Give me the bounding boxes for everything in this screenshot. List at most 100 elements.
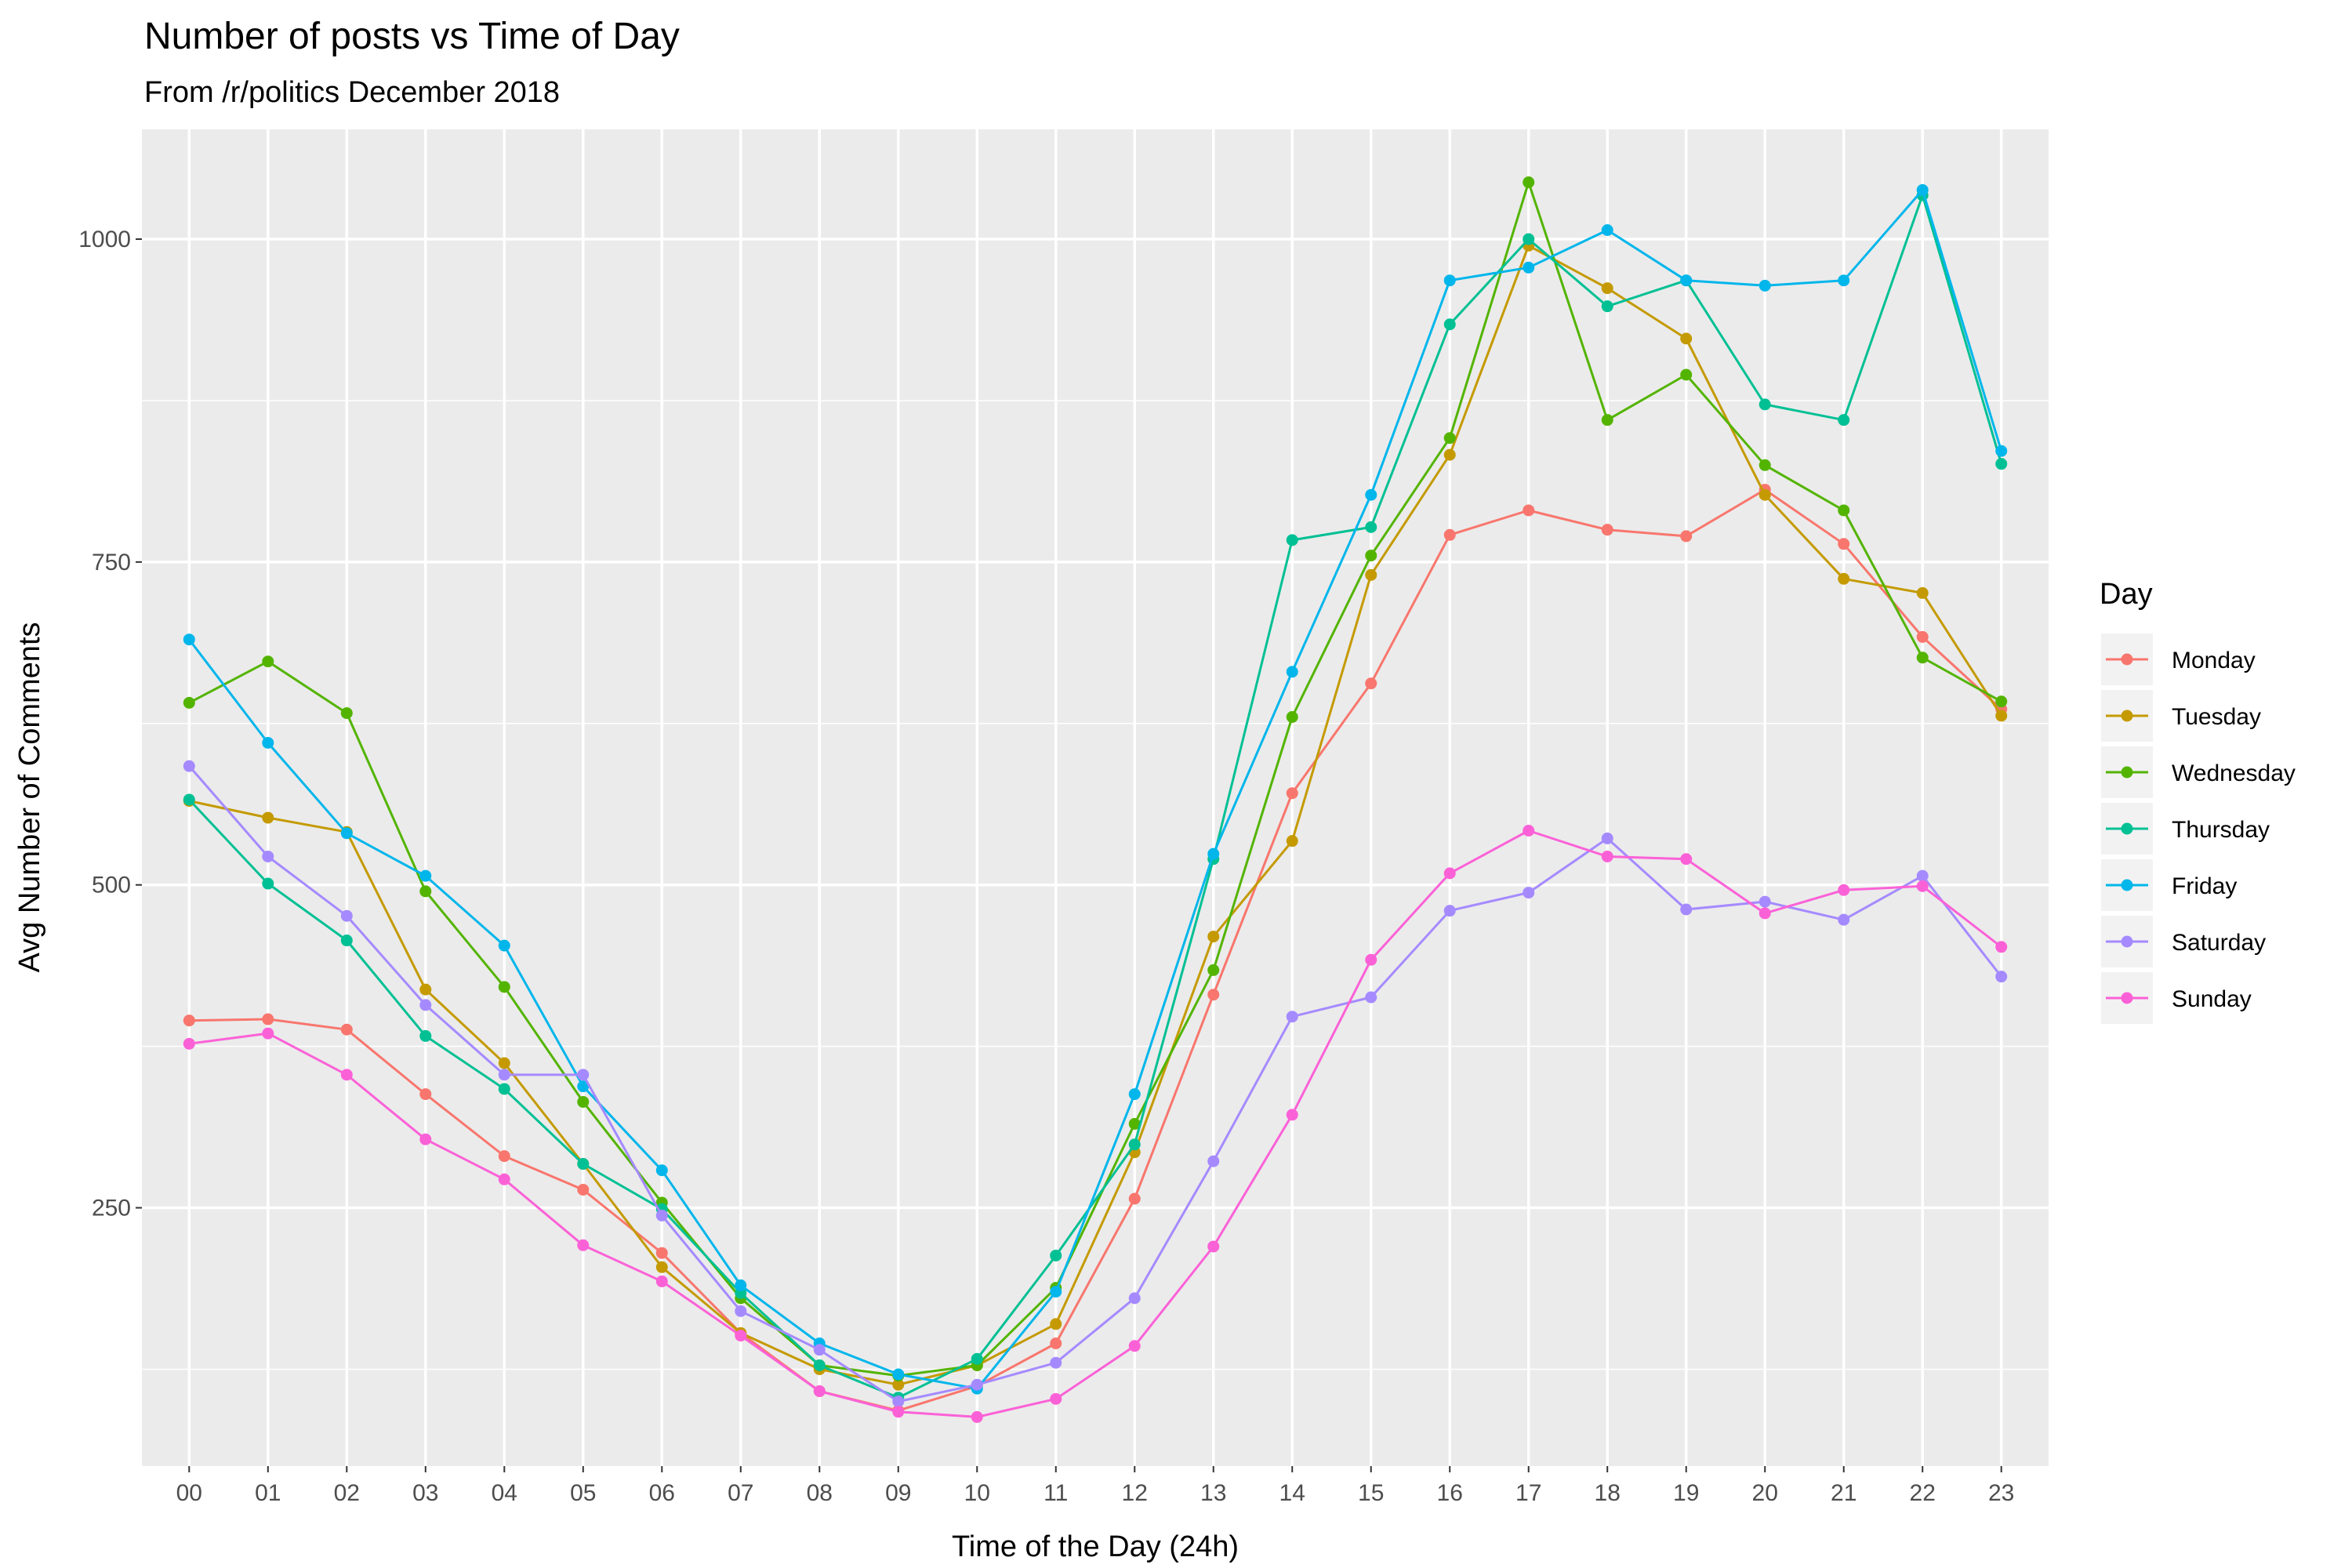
data-point-thursday — [498, 1083, 510, 1095]
legend-label-friday: Friday — [2172, 873, 2237, 899]
legend-key-point — [2121, 822, 2133, 835]
legend: Day Monday Tuesday Wednesday Thursday Friday… — [2100, 578, 2296, 1024]
series-line-sunday — [189, 829, 2002, 1418]
data-point-sunday — [1050, 1392, 1062, 1405]
legend-key-point — [2121, 879, 2133, 891]
data-point-wednesday — [1365, 550, 1377, 562]
data-point-sunday — [577, 1239, 590, 1251]
data-point-thursday — [1995, 458, 2008, 470]
data-point-tuesday — [419, 983, 432, 996]
x-tick-label: 20 — [1752, 1480, 1778, 1506]
legend-label-tuesday: Tuesday — [2172, 704, 2261, 730]
legend-label-saturday: Saturday — [2172, 930, 2266, 956]
x-tick-label: 21 — [1831, 1480, 1857, 1506]
data-point-sunday — [1365, 953, 1377, 966]
data-point-saturday — [340, 909, 353, 922]
data-point-wednesday — [1759, 459, 1771, 471]
data-point-saturday — [813, 1344, 826, 1356]
data-point-saturday — [1443, 905, 1456, 917]
data-point-saturday — [1838, 913, 1850, 926]
data-point-wednesday — [1916, 652, 1929, 664]
data-point-friday — [1286, 666, 1298, 678]
data-point-saturday — [262, 850, 274, 862]
data-point-tuesday — [1050, 1318, 1062, 1330]
legend-title: Day — [2100, 578, 2153, 611]
data-point-friday — [1759, 279, 1771, 292]
data-point-monday — [1050, 1338, 1062, 1350]
data-point-thursday — [1128, 1138, 1141, 1151]
data-point-monday — [1286, 787, 1298, 800]
x-tick-label: 00 — [176, 1480, 202, 1506]
plot-panel — [142, 129, 2049, 1466]
legend-item-tuesday: Tuesday — [2101, 690, 2261, 742]
data-point-friday — [1207, 848, 1220, 860]
x-tick-label: 11 — [1044, 1480, 1068, 1506]
data-point-sunday — [1916, 880, 1929, 892]
series-line-saturday — [188, 765, 2002, 1403]
x-tick-label: 05 — [570, 1480, 596, 1506]
x-tick-label: 14 — [1279, 1480, 1305, 1506]
data-point-tuesday — [892, 1378, 905, 1391]
data-point-thursday — [1050, 1249, 1062, 1261]
x-axis: 00 01 02 03 04 05 06 07 08 09 10 11 12 13 14 15 16 17 18 19… — [176, 1466, 2014, 1506]
data-point-tuesday — [1680, 332, 1693, 345]
data-point-friday — [262, 736, 274, 749]
data-point-sunday — [735, 1330, 747, 1342]
x-tick-label: 13 — [1200, 1480, 1226, 1506]
legend-item-saturday: Saturday — [2101, 916, 2266, 967]
data-point-friday — [498, 939, 510, 952]
y-axis-title: Avg Number of Comments — [13, 622, 46, 972]
series-line-friday — [188, 188, 2003, 1390]
data-point-sunday — [1523, 825, 1535, 837]
data-point-thursday — [1838, 414, 1850, 426]
data-point-thursday — [1601, 300, 1613, 313]
legend-item-friday: Friday — [2101, 859, 2237, 911]
x-tick-label: 01 — [255, 1480, 281, 1506]
data-point-friday — [1916, 183, 1929, 196]
data-point-tuesday — [498, 1057, 510, 1069]
data-point-tuesday — [1207, 931, 1220, 943]
data-point-sunday — [1759, 907, 1771, 920]
data-point-friday — [735, 1279, 747, 1291]
series-line-wednesday — [188, 181, 2002, 1377]
data-point-wednesday — [340, 707, 353, 720]
data-point-saturday — [1759, 895, 1771, 908]
data-point-sunday — [1443, 867, 1456, 880]
major-gridlines — [142, 129, 2049, 1466]
data-point-wednesday — [1680, 368, 1693, 381]
data-point-tuesday — [1286, 835, 1298, 848]
legend-label-thursday: Thursday — [2172, 817, 2270, 843]
x-tick-label: 12 — [1122, 1480, 1148, 1506]
data-point-friday — [655, 1164, 668, 1177]
data-point-thursday — [577, 1158, 590, 1171]
data-point-friday — [1601, 223, 1613, 236]
data-point-tuesday — [1601, 282, 1613, 295]
data-point-friday — [1128, 1088, 1141, 1101]
data-point-thursday — [1286, 534, 1298, 546]
x-tick-label: 04 — [492, 1480, 517, 1506]
data-point-monday — [1916, 630, 1929, 643]
data-point-friday — [1050, 1286, 1062, 1298]
data-point-wednesday — [1601, 414, 1613, 426]
x-tick-label: 10 — [964, 1480, 990, 1506]
data-point-monday — [655, 1247, 668, 1259]
data-point-friday — [419, 869, 432, 882]
x-tick-label: 15 — [1358, 1480, 1384, 1506]
series-line-monday — [189, 488, 2002, 1412]
x-tick-label: 03 — [412, 1480, 438, 1506]
data-point-saturday — [1365, 991, 1377, 1004]
legend-key-point — [2121, 992, 2133, 1004]
legend-key-point — [2121, 710, 2133, 722]
data-point-wednesday — [1286, 711, 1298, 724]
data-point-wednesday — [577, 1095, 590, 1108]
data-point-sunday — [813, 1385, 826, 1397]
data-point-saturday — [1995, 971, 2008, 983]
x-tick-label: 09 — [885, 1480, 911, 1506]
data-point-friday — [183, 633, 195, 646]
data-point-sunday — [971, 1410, 983, 1423]
data-point-saturday — [971, 1378, 983, 1391]
series-sunday — [183, 825, 2008, 1423]
legend-key-point — [2121, 653, 2133, 666]
data-point-saturday — [1207, 1155, 1220, 1167]
